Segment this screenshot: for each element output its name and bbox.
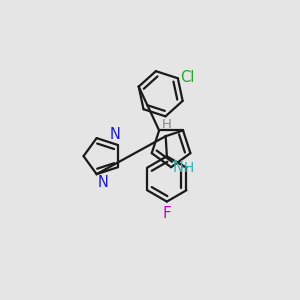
Text: N: N [173, 160, 184, 175]
Text: -H: -H [180, 161, 195, 175]
Text: N: N [110, 127, 121, 142]
Text: H: H [162, 118, 172, 131]
Text: N: N [98, 175, 109, 190]
Text: Cl: Cl [181, 70, 195, 85]
Text: F: F [163, 206, 171, 221]
